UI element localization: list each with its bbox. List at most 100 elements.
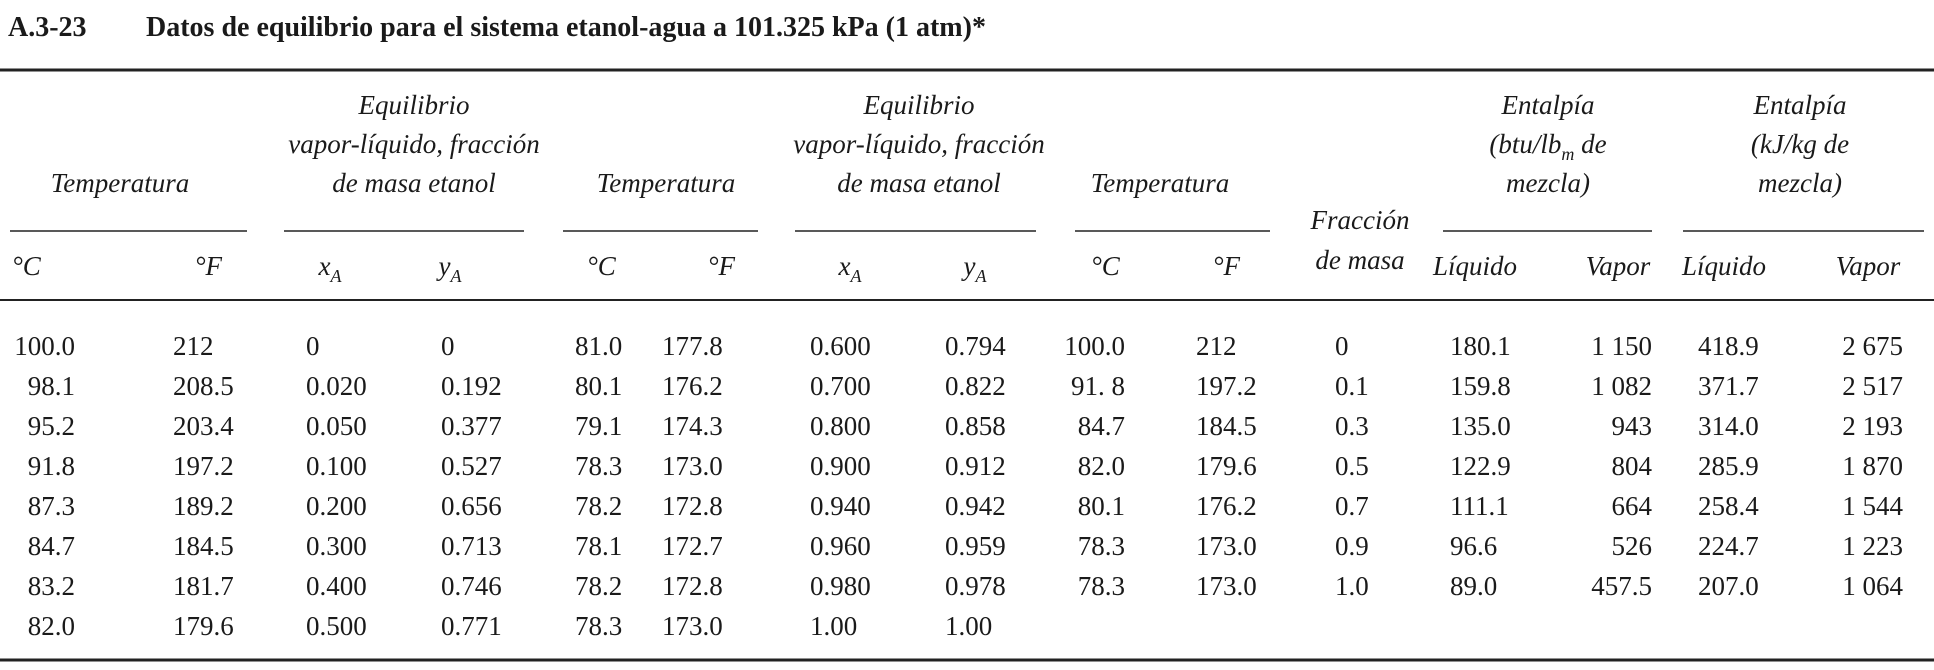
cell: 0.300 [306,531,367,561]
cell: 122.9 [1450,451,1511,481]
subheader-sub: A [974,266,987,286]
cell: 1 544 [1842,491,1903,521]
cell: 0.7 [1335,491,1369,521]
cell: 208.5 [173,371,234,401]
subheader-sub: A [449,266,462,286]
cell: 173.0 [1196,571,1257,601]
cell: 100.0 [14,331,75,361]
cell: 0.656 [441,491,502,521]
fraction-header: de masa [1315,245,1404,275]
cell: 0.940 [810,491,871,521]
subheader: yA [436,251,463,286]
cell: 96.6 [1450,531,1497,561]
group-header: mezcla) [1506,168,1590,198]
group-header: Entalpía [1501,90,1595,120]
cell: 0.1 [1335,371,1369,401]
subheader: xA [838,251,863,286]
cell: 135.0 [1450,411,1511,441]
cell: 2 193 [1842,411,1903,441]
cell: 172.8 [662,491,723,521]
cell: 78.1 [575,531,622,561]
cell: 91.8 [28,451,75,481]
cell: 0.912 [945,451,1006,481]
group-header: mezcla) [1758,168,1842,198]
cell: 78.3 [575,451,622,481]
cell: 0.192 [441,371,502,401]
cell: 172.7 [662,531,723,561]
cell: 371.7 [1698,371,1759,401]
cell: 111.1 [1450,491,1509,521]
cell: 189.2 [173,491,234,521]
subheader: xA [318,251,343,286]
cell: 172.8 [662,571,723,601]
cell: 2 517 [1842,371,1903,401]
cell: 80.1 [1078,491,1125,521]
cell: 212 [1196,331,1237,361]
cell: 1 150 [1591,331,1652,361]
cell: 285.9 [1698,451,1759,481]
cell: 0.978 [945,571,1006,601]
cell: 0.100 [306,451,367,481]
cell: 84.7 [28,531,75,561]
cell: 78.2 [575,491,622,521]
subheader: Vapor [1586,251,1651,281]
cell: 418.9 [1698,331,1759,361]
cell: 82.0 [1078,451,1125,481]
subheader: °C [1091,251,1121,281]
group-header-after: de [1574,129,1606,159]
cell: 95.2 [28,411,75,441]
cell: 0.9 [1335,531,1369,561]
cell: 0.600 [810,331,871,361]
cell: 173.0 [1196,531,1257,561]
group-header: Equilibrio [357,90,469,120]
group-header: Equilibrio [862,90,974,120]
cell: 224.7 [1698,531,1759,561]
group-header: vapor-líquido, fracción [288,129,539,159]
subheader: Líquido [1681,251,1766,281]
subheader-main: y [961,251,976,281]
cell: 943 [1612,411,1653,441]
table-code: A.3-23 [8,12,87,43]
group-header: Temperatura [51,168,190,198]
cell: 0.822 [945,371,1006,401]
cell: 180.1 [1450,331,1511,361]
subheader: Vapor [1836,251,1901,281]
cell: 174.3 [662,411,723,441]
cell: 0 [441,331,455,361]
subheader: yA [961,251,988,286]
cell: 0.400 [306,571,367,601]
group-header-sub: m [1561,144,1574,164]
cell: 100.0 [1064,331,1125,361]
subheader: °F [708,251,736,281]
cell: 89.0 [1450,571,1497,601]
cell: 0 [1335,331,1349,361]
cell: 1.0 [1335,571,1369,601]
cell: 197.2 [1196,371,1257,401]
cell: 0.700 [810,371,871,401]
cell: 159.8 [1450,371,1511,401]
cell: 0.200 [306,491,367,521]
cell: 173.0 [662,611,723,641]
cell: 197.2 [173,451,234,481]
cell: 84.7 [1078,411,1125,441]
group-header: (kJ/kg de [1751,129,1849,159]
cell: 0.800 [810,411,871,441]
cell: 0.746 [441,571,502,601]
cell: 98.1 [28,371,75,401]
cell: 314.0 [1698,411,1759,441]
cell: 87.3 [28,491,75,521]
cell: 0.980 [810,571,871,601]
cell: 2 675 [1842,331,1903,361]
cell: 0 [306,331,320,361]
cell: 0.713 [441,531,502,561]
subheader-main: y [436,251,451,281]
group-header: Temperatura [597,168,736,198]
cell: 0.527 [441,451,502,481]
cell: 0.020 [306,371,367,401]
subheader: °C [587,251,617,281]
subheader: °F [195,251,223,281]
subheader: Líquido [1432,251,1517,281]
cell: 526 [1612,531,1653,561]
cell: 79.1 [575,411,622,441]
subheader-sub: A [329,266,342,286]
